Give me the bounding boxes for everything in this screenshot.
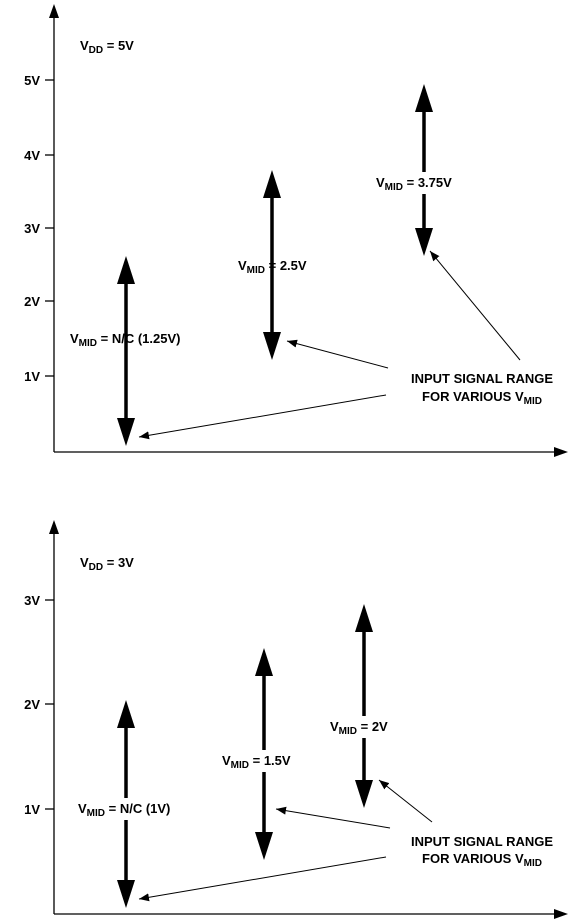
- range-arrowhead-up: [255, 648, 273, 676]
- range-arrowhead-down: [117, 418, 135, 446]
- label-backdrop: [68, 798, 186, 820]
- range-arrowhead-up: [415, 84, 433, 112]
- panel-vdd-3v: 3V 2V 1V VDD = 3V VMID = N/C (1V) VMID =…: [24, 520, 568, 919]
- x-axis-arrowhead: [554, 909, 568, 919]
- y-axis-arrowhead: [49, 4, 59, 18]
- vdd-label: VDD = 5V: [80, 38, 134, 56]
- range-arrowhead-down: [255, 832, 273, 860]
- leader-line: [275, 806, 391, 829]
- label-backdrop: [326, 716, 406, 738]
- leader-line: [138, 856, 387, 902]
- vmid-label-2-5v: VMID = 2.5V: [238, 258, 307, 276]
- vmid-label-2v: VMID = 2V: [330, 719, 388, 737]
- tick-label-3v: 3V: [24, 221, 40, 236]
- x-axis-arrowhead: [554, 447, 568, 457]
- vmid-label-3-75v: VMID = 3.75V: [376, 175, 452, 193]
- range-arrowhead-down: [117, 880, 135, 908]
- range-arrowhead-up: [117, 256, 135, 284]
- tick-label-2v: 2V: [24, 294, 40, 309]
- leader-line: [138, 394, 387, 440]
- range-arrow-vmid-2-5v: [263, 170, 281, 360]
- note-line-1: INPUT SIGNAL RANGE: [411, 371, 553, 386]
- leader-line: [286, 339, 389, 369]
- panel-vdd-5v: 5V 4V 3V 2V 1V VDD = 5V VMID = N/C (1.25…: [24, 4, 568, 457]
- range-arrowhead-up: [355, 604, 373, 632]
- range-arrow-vmid-2v: [355, 604, 373, 808]
- range-arrowhead-down: [355, 780, 373, 808]
- leader-line: [378, 779, 433, 823]
- y-axis-arrowhead: [49, 520, 59, 534]
- vmid-label-1-5v: VMID = 1.5V: [222, 753, 291, 771]
- vdd-label: VDD = 3V: [80, 555, 134, 573]
- range-arrowhead-up: [117, 700, 135, 728]
- tick-label-2v: 2V: [24, 697, 40, 712]
- range-arrowhead-up: [263, 170, 281, 198]
- leader-line: [429, 250, 521, 361]
- tick-label-1v: 1V: [24, 802, 40, 817]
- range-arrowhead-down: [415, 228, 433, 256]
- note-line-1: INPUT SIGNAL RANGE: [411, 834, 553, 849]
- vmid-label-nc: VMID = N/C (1V): [78, 801, 170, 819]
- range-arrow-vmid-3-75v: [415, 84, 433, 256]
- tick-label-5v: 5V: [24, 73, 40, 88]
- label-backdrop: [218, 750, 318, 772]
- tick-label-3v: 3V: [24, 593, 40, 608]
- note-line-2: FOR VARIOUS VMID: [422, 389, 542, 407]
- label-backdrop: [372, 172, 476, 194]
- vmid-label-nc: VMID = N/C (1.25V): [70, 331, 180, 349]
- tick-label-1v: 1V: [24, 369, 40, 384]
- tick-label-4v: 4V: [24, 148, 40, 163]
- range-arrow-vmid-nc: [117, 256, 135, 446]
- note-line-2: FOR VARIOUS VMID: [422, 851, 542, 869]
- range-arrowhead-down: [263, 332, 281, 360]
